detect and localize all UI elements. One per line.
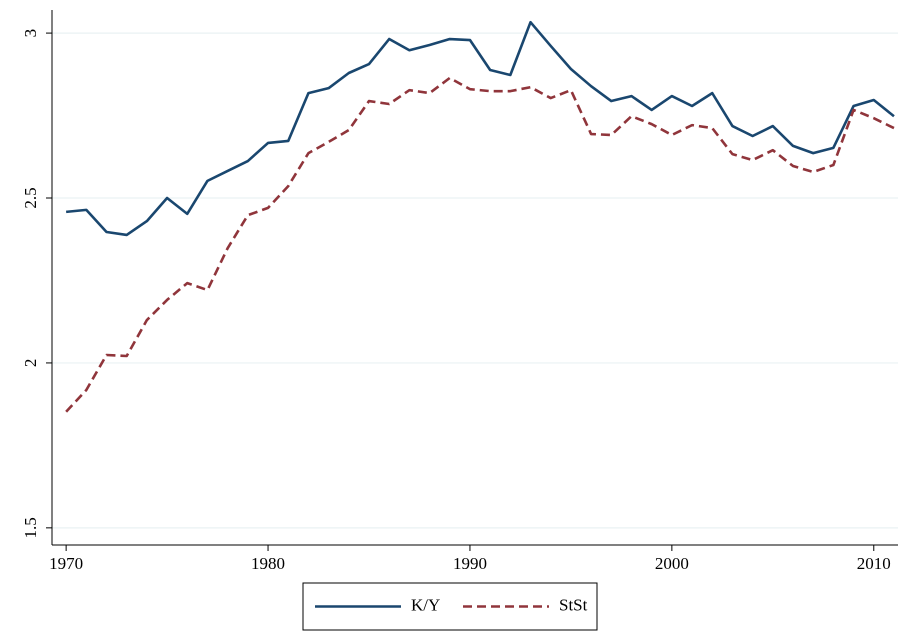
legend-label: StSt <box>559 595 588 614</box>
x-tick-label: 1990 <box>453 554 487 573</box>
x-tick-label: 2010 <box>857 554 891 573</box>
legend-label: K/Y <box>411 595 440 614</box>
x-tick-label: 1980 <box>251 554 285 573</box>
y-tick-label: 1.5 <box>21 517 40 538</box>
y-tick-label: 2 <box>21 359 40 368</box>
x-tick-label: 1970 <box>49 554 83 573</box>
y-tick-label: 2.5 <box>21 187 40 208</box>
series-line <box>65 76 895 413</box>
y-tick-label: 3 <box>21 29 40 38</box>
series-line <box>66 20 895 237</box>
x-tick-label: 2000 <box>655 554 689 573</box>
